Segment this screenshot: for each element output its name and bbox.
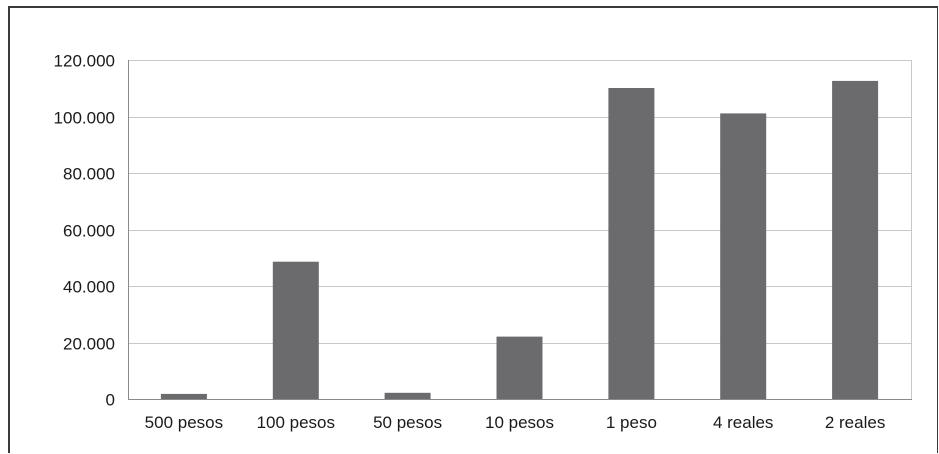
bar xyxy=(272,261,319,399)
bar xyxy=(832,80,879,400)
x-tick-label: 1 peso xyxy=(606,413,657,432)
y-tick-label: 40.000 xyxy=(63,278,115,297)
bars xyxy=(160,80,879,400)
axes xyxy=(128,60,912,400)
bar xyxy=(384,392,431,399)
y-tick-label: 60.000 xyxy=(63,222,115,241)
x-tick-label: 100 pesos xyxy=(257,413,335,432)
gridlines xyxy=(128,60,911,344)
x-tick-labels: 500 pesos 100 pesos 50 pesos 10 pesos 1 peso… xyxy=(145,413,886,432)
bar xyxy=(720,113,767,400)
chart-frame xyxy=(8,6,938,453)
bar xyxy=(496,336,543,399)
x-tick-label: 2 reales xyxy=(825,413,885,432)
y-tick-label: 20.000 xyxy=(63,335,115,354)
x-tick-label: 50 pesos xyxy=(373,413,442,432)
y-tick-label: 0 xyxy=(106,391,115,410)
y-tick-label: 100.000 xyxy=(54,109,115,128)
y-tick-labels: 0 20.000 40.000 60.000 80.000 100.000 120.000 xyxy=(54,52,115,410)
y-tick-label: 120.000 xyxy=(54,52,115,71)
x-tick-label: 500 pesos xyxy=(145,413,223,432)
x-tick-label: 10 pesos xyxy=(485,413,554,432)
bar xyxy=(160,393,207,399)
x-tick-label: 4 reales xyxy=(713,413,773,432)
bar xyxy=(608,88,655,399)
y-tick-label: 80.000 xyxy=(63,165,115,184)
